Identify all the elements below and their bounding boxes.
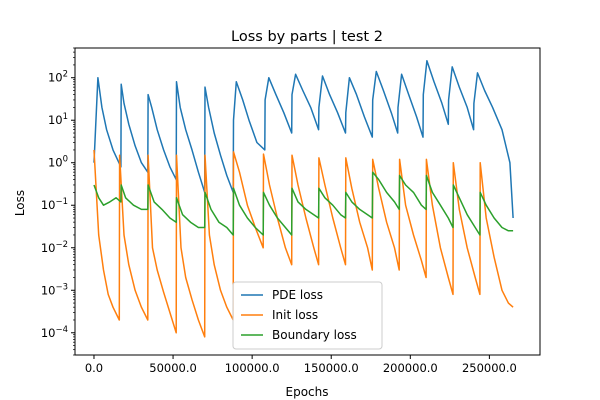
y-tick-label: 101 [48,112,68,127]
y-tick-label: 10−1 [41,197,68,212]
y-tick-label: 100 [48,155,68,170]
legend: PDE loss Init loss Boundary loss [232,281,383,350]
x-tick-label: 150000.0 [304,361,359,375]
series-line-1 [93,60,514,219]
x-axis-label: Epochs [286,385,329,399]
x-tick-label: 250000.0 [462,361,517,375]
y-tick-label: 10−4 [41,325,68,340]
x-tick-label: 0.0 [85,361,103,375]
legend-label: Init loss [272,308,318,322]
x-tick-label: 50000.0 [149,361,197,375]
x-tick-label: 100000.0 [225,361,280,375]
legend-box [232,281,383,350]
chart-title: Loss by parts | test 2 [231,29,383,45]
legend-label: Boundary loss [272,328,357,342]
x-axis-ticks: 0.0 50000.0 100000.0 150000.0 200000.0 250000… [85,355,517,375]
series-line-2 [93,149,514,338]
plot-frame [74,47,541,356]
x-tick-label: 200000.0 [383,361,438,375]
y-axis-label: Loss [13,190,27,216]
y-tick-label: 102 [48,70,68,85]
legend-label: PDE loss [272,288,323,302]
series-line-3 [93,171,514,236]
y-tick-label: 10−2 [41,240,68,255]
series-layer [93,60,514,338]
y-tick-label: 10−3 [41,282,68,297]
